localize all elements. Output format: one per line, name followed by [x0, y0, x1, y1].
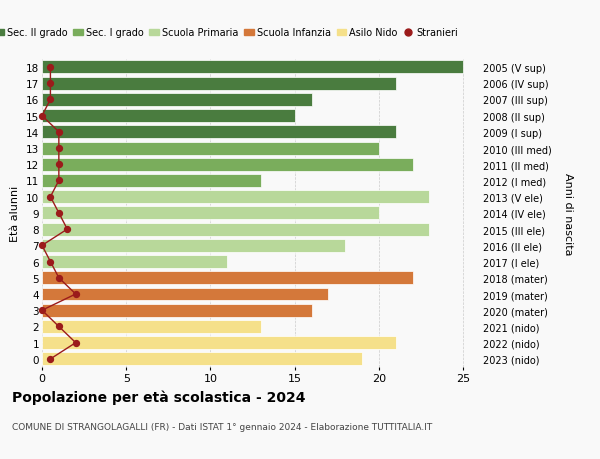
Bar [42, 256, 227, 269]
Point [46, 355, 55, 363]
Bar [42, 78, 396, 90]
Bar [42, 94, 311, 106]
Point [54, 323, 64, 330]
Bar [42, 320, 261, 333]
Bar [42, 207, 379, 220]
Bar [42, 110, 295, 123]
Legend: Sec. II grado, Sec. I grado, Scuola Primaria, Scuola Infanzia, Asilo Nido, Stran: Sec. II grado, Sec. I grado, Scuola Prim… [0, 24, 462, 42]
Point [54, 129, 64, 136]
Y-axis label: Età alunni: Età alunni [10, 185, 20, 241]
Bar [42, 62, 463, 74]
Text: COMUNE DI STRANGOLAGALLI (FR) - Dati ISTAT 1° gennaio 2024 - Elaborazione TUTTIT: COMUNE DI STRANGOLAGALLI (FR) - Dati IST… [12, 422, 432, 431]
Bar [42, 288, 328, 301]
Bar [42, 336, 396, 349]
Bar [42, 272, 413, 285]
Point [71, 291, 80, 298]
Point [46, 258, 55, 266]
Bar [42, 239, 345, 252]
Point [54, 274, 64, 282]
Point [54, 210, 64, 217]
Point [54, 145, 64, 152]
Point [46, 64, 55, 72]
Bar [42, 353, 362, 365]
Y-axis label: Anni di nascita: Anni di nascita [563, 172, 572, 255]
Point [46, 96, 55, 104]
Bar [42, 174, 261, 188]
Bar [42, 126, 396, 139]
Point [37, 112, 47, 120]
Point [46, 80, 55, 88]
Text: Popolazione per età scolastica - 2024: Popolazione per età scolastica - 2024 [12, 390, 305, 405]
Point [37, 242, 47, 250]
Bar [42, 223, 430, 236]
Point [62, 226, 72, 233]
Point [54, 161, 64, 168]
Bar [42, 304, 311, 317]
Point [71, 339, 80, 347]
Bar [42, 142, 379, 155]
Point [54, 177, 64, 185]
Point [37, 307, 47, 314]
Bar [42, 158, 413, 171]
Point [46, 194, 55, 201]
Bar [42, 191, 430, 204]
